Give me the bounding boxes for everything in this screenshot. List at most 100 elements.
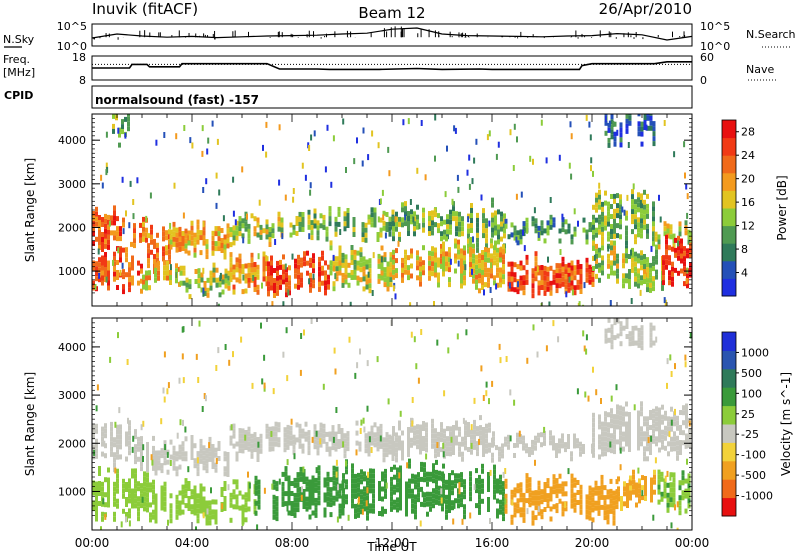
velocity-panel-cell: [558, 448, 561, 454]
power-panel-cell: [270, 275, 273, 281]
velocity-panel-cell: [302, 494, 306, 499]
velocity-panel-cell: [92, 505, 95, 511]
power-panel-cell: [652, 201, 655, 207]
velocity-panel-cell: [95, 506, 98, 512]
velocity-panel-cell: [606, 514, 610, 520]
velocity-panel-echo: [167, 382, 170, 389]
power-panel-cell: [643, 209, 646, 215]
velocity-panel-cell: [653, 479, 656, 485]
power-panel-cell: [268, 232, 272, 237]
velocity-panel-echo: [334, 368, 337, 375]
velocity-panel-cell: [382, 442, 386, 448]
power-panel-cell: [107, 219, 110, 225]
power-panel-cell: [637, 283, 640, 289]
velocity-panel-cell: [329, 492, 333, 498]
power-panel-cell: [115, 114, 118, 116]
power-panel-cell: [178, 226, 182, 232]
velocity-panel-cell: [143, 476, 146, 482]
power-panel-cell: [482, 228, 485, 234]
velocity-panel-cell: [384, 473, 387, 479]
power-panel-cell: [392, 259, 395, 265]
power-panel-cell: [104, 243, 107, 249]
velocity-panel-cell: [437, 441, 440, 447]
power-panel-cell: [101, 280, 104, 286]
velocity-panel-echo: [413, 336, 416, 343]
velocity-panel-cell: [229, 440, 233, 446]
velocity-panel-echo: [637, 467, 640, 474]
power-panel-cell: [579, 274, 583, 279]
power-panel-cell: [472, 243, 475, 249]
power-panel-cell: [169, 280, 172, 285]
power-panel-cell: [217, 231, 221, 237]
power-panel-cell: [534, 223, 538, 229]
power-panel-cell: [214, 246, 218, 252]
velocity-panel-cell: [357, 507, 360, 513]
power-panel-cell: [271, 233, 275, 239]
velocity-colorbar-tick-label: 1000: [741, 346, 769, 359]
power-panel-cell: [671, 281, 674, 287]
velocity-panel-echo: [181, 326, 184, 333]
velocity-panel-cell: [92, 429, 95, 435]
power-panel-cell: [496, 257, 499, 263]
power-panel-cell: [558, 278, 562, 284]
velocity-panel-cell: [610, 443, 613, 449]
velocity-panel-echo: [248, 482, 251, 489]
power-panel-cell: [407, 231, 410, 236]
power-panel-cell: [646, 228, 649, 234]
power-panel-cell: [392, 231, 395, 237]
velocity-panel-cell: [570, 473, 574, 479]
velocity-panel-cell: [163, 450, 167, 456]
power-panel-echo: [468, 154, 471, 161]
velocity-panel-cell: [95, 448, 98, 454]
velocity-panel-cell: [598, 439, 601, 445]
velocity-panel-cell: [615, 499, 619, 505]
power-panel-cell: [613, 208, 616, 214]
velocity-panel-cell: [345, 499, 348, 505]
velocity-panel-echo: [263, 354, 266, 361]
velocity-panel-cell: [612, 490, 616, 496]
velocity-panel-cell: [305, 506, 309, 512]
power-panel-cell: [256, 232, 260, 238]
velocity-panel-cell: [612, 520, 616, 526]
velocity-panel-cell: [338, 493, 342, 499]
power-panel-cell: [142, 284, 145, 290]
velocity-panel-echo: [310, 318, 313, 324]
power-panel-echo: [623, 209, 626, 216]
velocity-panel-cell: [363, 476, 366, 482]
power-panel-cell: [496, 247, 499, 253]
power-panel-cell: [631, 262, 634, 268]
power-panel-cell: [442, 246, 445, 252]
velocity-panel-cell: [354, 473, 357, 479]
power-panel-cell: [490, 268, 493, 274]
power-panel-cell: [622, 283, 625, 289]
power-panel-cell: [145, 280, 148, 286]
velocity-panel-cell: [360, 504, 363, 510]
power-panel-cell: [601, 240, 604, 246]
power-panel-cell: [382, 210, 386, 216]
velocity-panel-cell: [620, 501, 623, 506]
power-panel-cell: [265, 229, 269, 235]
power-panel-cell: [610, 260, 613, 266]
velocity-panel-echo: [609, 441, 612, 448]
velocity-panel-cell: [340, 428, 344, 433]
power-panel-cell: [613, 250, 616, 256]
power-panel-cell: [193, 252, 197, 258]
power-panel-cell: [622, 258, 625, 264]
power-panel-echo: [242, 237, 245, 244]
power-panel-cell: [610, 204, 613, 209]
velocity-panel-cell: [564, 442, 567, 448]
velocity-panel-echo: [104, 513, 107, 520]
power-panel-echo: [284, 194, 287, 201]
velocity-panel-cell: [448, 498, 451, 503]
power-panel-cell: [665, 239, 668, 245]
velocity-panel-cell: [561, 481, 565, 487]
power-panel-cell: [279, 274, 282, 280]
velocity-panel-echo: [587, 395, 590, 402]
velocity-panel-cell: [199, 458, 203, 464]
velocity-panel-ylabel: Slant Range [km]: [23, 372, 37, 476]
velocity-panel-cell: [646, 426, 649, 432]
power-panel-cell: [175, 242, 179, 248]
velocity-panel-cell: [360, 479, 363, 485]
power-panel-cell: [628, 114, 632, 116]
